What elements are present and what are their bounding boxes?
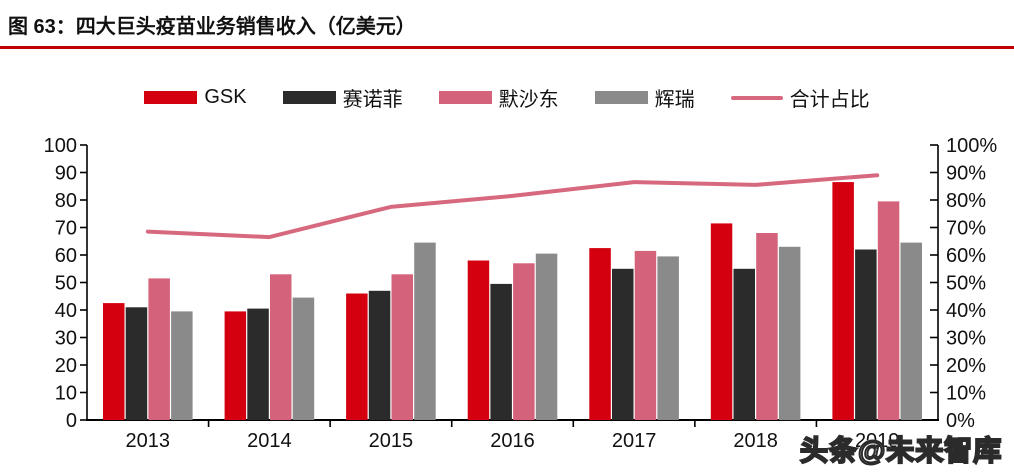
legend-item-4: 合计占比: [730, 83, 870, 112]
y-right-label-90%: 90%: [946, 163, 986, 185]
legend-label-2: 默沙东: [498, 89, 559, 111]
y-right-label-50%: 50%: [946, 273, 986, 295]
legend-bar-swatch-0: [144, 91, 198, 104]
watermark: 头条@未来智库: [799, 434, 1003, 467]
bar-GSK-2017: [589, 248, 611, 420]
legend-item-3: 辉瑞: [594, 83, 695, 112]
bars-layer: [103, 182, 922, 421]
x-label-2016: 2016: [490, 430, 535, 452]
bar-赛诺菲-2019: [855, 249, 877, 420]
title-divider: [0, 46, 1014, 49]
chart-legend: GSK 赛诺菲 默沙东 辉瑞 合计占比: [0, 83, 1014, 112]
y-left-label-60: 60: [55, 245, 77, 267]
y-right-label-80%: 80%: [946, 190, 986, 212]
chart-title: 图 63：四大巨头疫苗业务销售收入（亿美元）: [8, 16, 416, 38]
y-left-label-0: 0: [66, 410, 77, 432]
y-left-label-90: 90: [55, 163, 77, 185]
bar-GSK-2018: [710, 223, 733, 420]
y-right-label-20%: 20%: [946, 355, 986, 377]
bar-辉瑞-2015: [414, 242, 436, 420]
bar-默沙东-2016: [513, 263, 535, 421]
bar-默沙东-2015: [391, 274, 413, 421]
y-right-label-10%: 10%: [946, 383, 986, 405]
bar-赛诺菲-2016: [490, 283, 512, 420]
bar-默沙东-2013: [148, 278, 170, 420]
x-axis-ticks: [207, 420, 818, 427]
legend-label-4: 合计占比: [789, 89, 870, 111]
y-left-label-80: 80: [55, 190, 77, 212]
x-label-2019: 2019: [855, 430, 900, 452]
y-right-label-0%: 0%: [946, 410, 975, 432]
legend-bar-swatch-3: [594, 91, 648, 104]
bar-GSK-2014: [224, 311, 247, 420]
x-label-2015: 2015: [369, 430, 414, 452]
y-left-label-40: 40: [55, 300, 77, 322]
legend-label-3: 辉瑞: [654, 89, 695, 111]
x-label-2013: 2013: [126, 430, 171, 452]
y-left-label-100: 100: [44, 135, 77, 157]
line-合计占比: [145, 173, 880, 240]
legend-bar-swatch-2: [438, 91, 492, 104]
y-right-label-40%: 40%: [946, 300, 986, 322]
legend-item-0: GSK: [144, 86, 247, 109]
bar-辉瑞-2019: [900, 242, 922, 420]
bar-GSK-2016: [467, 260, 490, 420]
bar-赛诺菲-2017: [612, 268, 634, 421]
y-left-label-70: 70: [55, 218, 77, 240]
x-label-2017: 2017: [612, 430, 657, 452]
y-left-label-20: 20: [55, 355, 77, 377]
x-label-2014: 2014: [247, 430, 292, 452]
bar-默沙东-2019: [877, 201, 900, 420]
bar-GSK-2013: [103, 303, 125, 420]
legend-label-0: GSK: [204, 86, 247, 108]
y-left-label-10: 10: [55, 383, 77, 405]
bar-辉瑞-2014: [292, 297, 315, 420]
legend-line-swatch-4: [730, 95, 783, 100]
y-left-label-30: 30: [55, 328, 77, 350]
y-right-label-70%: 70%: [946, 218, 986, 240]
bar-辉瑞-2013: [171, 311, 193, 420]
y-right-label-30%: 30%: [946, 328, 986, 350]
y-right-label-100%: 100%: [946, 135, 997, 157]
bar-辉瑞-2018: [778, 246, 801, 421]
x-axis-labels: 2013 2014 2015 2016 2017 2018 2019: [126, 430, 900, 452]
axes: [86, 145, 939, 421]
bar-辉瑞-2017: [657, 256, 679, 420]
bar-辉瑞-2016: [535, 253, 558, 420]
y-right-label-60%: 60%: [946, 245, 986, 267]
bar-默沙东-2017: [634, 250, 657, 420]
bar-GSK-2019: [832, 182, 854, 420]
bar-默沙东-2014: [270, 274, 292, 421]
x-label-2018: 2018: [733, 430, 778, 452]
legend-item-2: 默沙东: [438, 83, 559, 112]
y-left-label-50: 50: [55, 273, 77, 295]
legend-item-1: 赛诺菲: [282, 83, 403, 112]
legend-bar-swatch-1: [282, 91, 336, 104]
combo-chart: 0 10 20 30 40 50 60 70 80 90 100 0% 10% 20% 30% 40% 50% 6…: [44, 135, 998, 452]
legend-label-1: 赛诺菲: [342, 89, 403, 111]
bar-赛诺菲-2018: [733, 268, 755, 421]
bar-赛诺菲-2014: [247, 308, 269, 420]
y-axis-left: 0 10 20 30 40 50 60 70 80 90 100: [44, 135, 87, 432]
bar-赛诺菲-2013: [125, 307, 148, 421]
bar-默沙东-2018: [756, 233, 778, 420]
bar-GSK-2015: [346, 293, 368, 420]
y-axis-right: 0% 10% 20% 30% 40% 50% 60% 70% 80% 90% 100%: [930, 135, 997, 432]
bar-赛诺菲-2015: [368, 290, 391, 421]
